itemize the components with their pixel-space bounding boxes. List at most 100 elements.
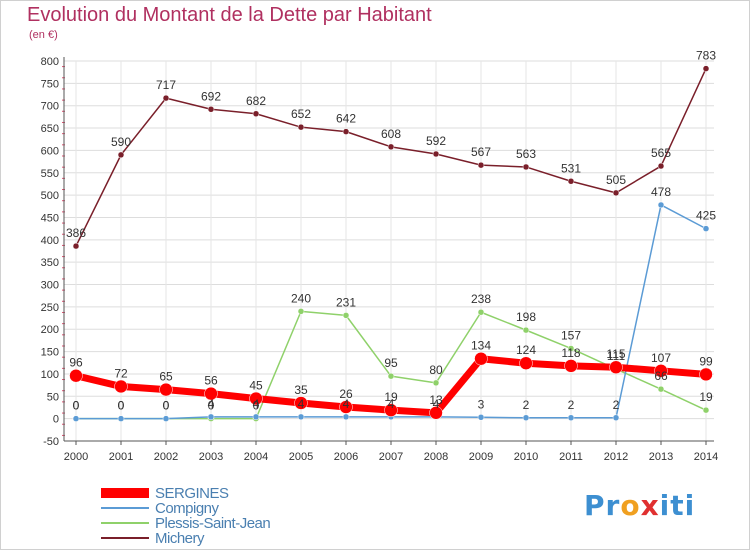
y-tick-label: 150 bbox=[41, 347, 59, 359]
x-tick-label: 2005 bbox=[289, 451, 313, 463]
data-label-michery: 608 bbox=[381, 127, 401, 141]
y-tick-label: 0 bbox=[53, 414, 59, 426]
data-point-michery bbox=[432, 150, 440, 158]
data-label-michery: 590 bbox=[111, 135, 131, 149]
y-tick-label: 250 bbox=[41, 302, 59, 314]
data-point-plessis-saint-jean bbox=[387, 372, 395, 380]
x-tick-label: 2000 bbox=[64, 451, 88, 463]
data-point-michery bbox=[477, 161, 485, 169]
data-point-plessis-saint-jean bbox=[342, 312, 350, 319]
data-point-plessis-saint-jean bbox=[702, 406, 710, 414]
data-point-michery bbox=[297, 123, 305, 131]
data-point-compigny bbox=[342, 413, 350, 421]
x-tick-label: 2002 bbox=[154, 451, 178, 463]
data-label-compigny: 4 bbox=[253, 397, 260, 411]
legend-label-compigny: Compigny bbox=[155, 500, 219, 517]
data-label-plessis-saint-jean: 80 bbox=[429, 363, 443, 377]
data-label-plessis-saint-jean: 0 bbox=[73, 399, 80, 413]
data-label-sergines: 45 bbox=[249, 379, 263, 393]
data-label-compigny: 0 bbox=[73, 399, 80, 413]
data-point-michery bbox=[387, 143, 395, 151]
logo-letter: o bbox=[620, 489, 641, 522]
data-label-michery: 505 bbox=[606, 173, 626, 187]
data-point-sergines bbox=[564, 359, 578, 373]
data-point-michery bbox=[117, 151, 125, 159]
data-label-compigny: 2 bbox=[523, 398, 530, 412]
data-label-compigny: 425 bbox=[696, 209, 716, 223]
logo-letter: r bbox=[605, 489, 621, 522]
data-label-compigny: 4 bbox=[343, 397, 350, 411]
data-label-sergines: 35 bbox=[294, 383, 308, 397]
legend-swatch-sergines bbox=[101, 488, 149, 498]
data-label-plessis-saint-jean: 198 bbox=[516, 310, 536, 324]
data-point-sergines bbox=[474, 351, 488, 366]
data-point-michery bbox=[612, 189, 620, 197]
data-label-michery: 531 bbox=[561, 161, 581, 175]
data-point-compigny bbox=[702, 225, 710, 232]
data-label-plessis-saint-jean: 111 bbox=[607, 349, 626, 363]
data-point-sergines bbox=[249, 391, 263, 406]
y-tick-label: -50 bbox=[43, 436, 59, 448]
legend-swatch-compigny bbox=[101, 507, 149, 509]
data-point-michery bbox=[567, 178, 575, 185]
x-tick-label: 2003 bbox=[199, 451, 223, 463]
data-label-plessis-saint-jean: 231 bbox=[336, 295, 356, 309]
data-point-michery bbox=[342, 128, 350, 135]
data-point-plessis-saint-jean bbox=[522, 326, 530, 334]
data-label-sergines: 13 bbox=[429, 393, 443, 407]
data-point-sergines bbox=[699, 367, 713, 382]
y-tick-label: 600 bbox=[41, 145, 59, 157]
logo-letter: i bbox=[659, 489, 671, 522]
data-label-compigny: 4 bbox=[298, 397, 305, 411]
chart-unit-label: (en €) bbox=[29, 29, 58, 41]
proxiti-logo: Proxiti bbox=[584, 489, 695, 522]
data-point-compigny bbox=[612, 414, 620, 422]
data-point-michery bbox=[252, 110, 260, 118]
data-point-compigny bbox=[117, 415, 125, 422]
data-point-michery bbox=[522, 163, 530, 171]
data-point-sergines bbox=[204, 386, 218, 401]
data-label-sergines: 99 bbox=[699, 354, 713, 368]
y-tick-label: 100 bbox=[41, 369, 59, 381]
data-label-michery: 386 bbox=[66, 226, 86, 240]
legend-label-plessis-saint-jean: Plessis-Saint-Jean bbox=[155, 515, 271, 532]
data-label-sergines: 72 bbox=[114, 366, 128, 380]
data-point-sergines bbox=[339, 400, 353, 414]
legend-swatch-michery bbox=[101, 537, 149, 539]
x-tick-label: 2010 bbox=[514, 451, 538, 463]
data-label-sergines: 56 bbox=[204, 374, 218, 388]
data-label-plessis-saint-jean: 66 bbox=[654, 369, 668, 383]
x-tick-label: 2014 bbox=[694, 451, 718, 463]
x-tick-label: 2007 bbox=[379, 451, 403, 463]
data-label-compigny: 3 bbox=[478, 397, 485, 411]
x-tick-label: 2001 bbox=[109, 451, 133, 463]
data-label-compigny: 478 bbox=[651, 185, 671, 199]
data-label-michery: 717 bbox=[156, 78, 176, 92]
logo-letter: P bbox=[584, 489, 606, 522]
x-tick-label: 2011 bbox=[559, 451, 583, 463]
data-label-plessis-saint-jean: 238 bbox=[471, 292, 491, 306]
series-michery bbox=[72, 65, 710, 250]
x-tick-label: 2008 bbox=[424, 451, 448, 463]
series-sergines bbox=[69, 351, 713, 420]
data-label-sergines: 124 bbox=[516, 343, 536, 357]
data-point-sergines bbox=[429, 406, 443, 420]
data-label-michery: 682 bbox=[246, 94, 266, 108]
data-label-sergines: 26 bbox=[339, 387, 353, 401]
data-label-sergines: 65 bbox=[159, 370, 173, 384]
y-tick-label: 300 bbox=[41, 280, 59, 292]
legend-swatch-plessis-saint-jean bbox=[101, 522, 149, 524]
data-point-sergines bbox=[294, 396, 308, 410]
data-label-michery: 692 bbox=[201, 89, 221, 103]
legend-label-michery: Michery bbox=[155, 530, 205, 547]
data-label-sergines: 118 bbox=[561, 346, 580, 360]
logo-letter: x bbox=[640, 489, 660, 522]
data-point-michery bbox=[207, 106, 215, 113]
logo-letter: i bbox=[684, 489, 696, 522]
data-label-michery: 563 bbox=[516, 147, 536, 161]
x-tick-label: 2006 bbox=[334, 451, 358, 463]
data-point-sergines bbox=[384, 403, 398, 417]
x-tick-label: 2013 bbox=[649, 451, 673, 463]
